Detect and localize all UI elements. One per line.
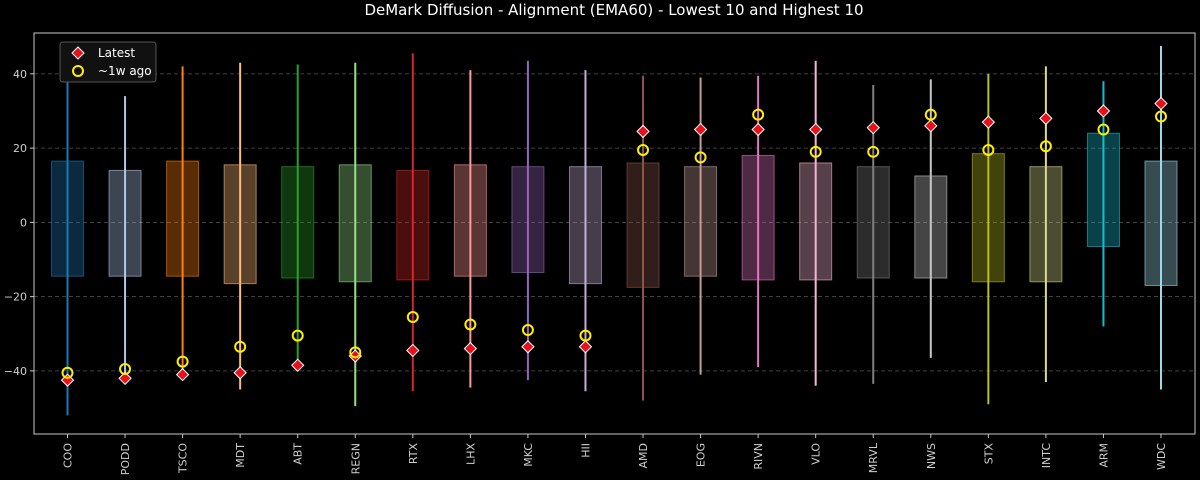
x-axis: COO PODD TSCO MDT ABT REGN RTX LHX MKC HII AMD EOG R… xyxy=(62,434,1168,475)
week-ago-marker-lhx xyxy=(464,318,477,331)
week-ago-marker-arm xyxy=(1097,123,1110,136)
week-ago-marker-eog xyxy=(694,151,707,164)
grid xyxy=(34,73,1195,372)
week-ago-marker-rtx xyxy=(406,311,419,324)
week-ago-marker-nws xyxy=(924,108,937,121)
latest-marker-abt xyxy=(291,358,305,373)
x-tick-label-mrvl: MRVL xyxy=(867,442,880,473)
chart-title: DeMark Diffusion - Alignment (EMA60) - L… xyxy=(364,1,863,19)
week-ago-marker-vlo xyxy=(809,145,822,158)
latest-marker-vlo xyxy=(808,122,823,137)
week-ago-marker-wdc xyxy=(1155,110,1167,123)
latest-marker-rivn xyxy=(751,122,765,137)
x-tick-label-stx: STX xyxy=(982,443,995,465)
week-ago-marker-amd xyxy=(637,143,650,156)
legend-latest-marker xyxy=(71,46,85,60)
x-tick-label-intc: INTC xyxy=(1040,443,1053,469)
week-ago-marker-intc xyxy=(1039,140,1052,153)
x-tick-label-mkc: MKC xyxy=(522,443,535,467)
x-tick-label-rivn: RIVN xyxy=(752,443,765,470)
legend-latest-label: Latest xyxy=(98,46,135,60)
y-tick-label: −20 xyxy=(4,291,27,304)
latest-marker-rtx xyxy=(406,343,420,358)
range-lines xyxy=(66,45,1162,416)
x-tick-label-hii: HII xyxy=(579,443,592,458)
latest-marker-lhx xyxy=(463,341,478,356)
latest-marker-hii xyxy=(578,340,593,354)
x-tick-label-eog: EOG xyxy=(695,443,708,467)
y-tick-label: −40 xyxy=(4,365,27,378)
latest-marker-coo xyxy=(60,373,75,387)
latest-marker-stx xyxy=(981,115,996,129)
latest-marker-amd xyxy=(636,124,650,139)
week-ago-marker-coo xyxy=(61,366,74,379)
latest-marker-wdc xyxy=(1154,96,1168,111)
latest-marker-intc xyxy=(1039,111,1053,126)
latest-marker-mdt xyxy=(233,366,247,380)
x-tick-label-tsco: TSCO xyxy=(177,443,190,474)
x-tick-label-wdc: WDC xyxy=(1155,443,1168,470)
week-ago-marker-rivn xyxy=(752,108,765,121)
x-tick-label-amd: AMD xyxy=(637,443,650,469)
y-tick-label: 40 xyxy=(13,68,27,81)
x-tick-label-arm: ARM xyxy=(1097,443,1110,468)
y-axis: −40 −20 0 20 40 xyxy=(4,68,34,378)
x-tick-label-nws: NWS xyxy=(925,443,938,469)
boxes xyxy=(51,132,1178,288)
week-ago-marker-regn xyxy=(349,346,362,359)
week-ago-marker-mkc xyxy=(521,324,534,337)
week-ago-marker-mdt xyxy=(234,340,247,353)
latest-marker-arm xyxy=(1096,104,1111,118)
x-tick-label-abt: ABT xyxy=(292,443,305,465)
y-tick-label: 0 xyxy=(20,216,27,229)
latest-marker-mkc xyxy=(521,340,535,354)
legend-frame xyxy=(59,41,157,83)
week-ago-marker-stx xyxy=(982,143,995,156)
plot-frame xyxy=(33,32,1196,435)
latest-marker-tsco xyxy=(175,367,190,382)
latest-marker-nws xyxy=(924,119,938,133)
week-ago-marker-tsco xyxy=(176,355,189,368)
x-tick-label-lhx: LHX xyxy=(464,443,477,465)
x-tick-label-mdt: MDT xyxy=(234,443,247,468)
x-tick-label-rtx: RTX xyxy=(407,443,420,465)
y-tick-label: 20 xyxy=(13,142,27,155)
week-ago-marker-abt xyxy=(291,329,304,342)
legend: Latest ~1w ago xyxy=(59,41,157,83)
latest-marker-eog xyxy=(693,122,708,137)
latest-marker-mrvl xyxy=(866,120,880,135)
x-tick-label-coo: COO xyxy=(62,443,75,468)
latest-marker-podd xyxy=(118,371,132,386)
x-tick-label-vlo: VLO xyxy=(810,443,823,465)
legend-week-ago-marker xyxy=(72,65,84,77)
week-ago-marker-podd xyxy=(119,363,132,376)
legend-week-ago-label: ~1w ago xyxy=(98,64,152,78)
x-tick-label-regn: REGN xyxy=(349,443,362,474)
week-ago-marker-mrvl xyxy=(867,145,880,158)
markers xyxy=(60,96,1168,387)
week-ago-marker-hii xyxy=(579,329,592,342)
x-tick-label-podd: PODD xyxy=(119,443,132,475)
